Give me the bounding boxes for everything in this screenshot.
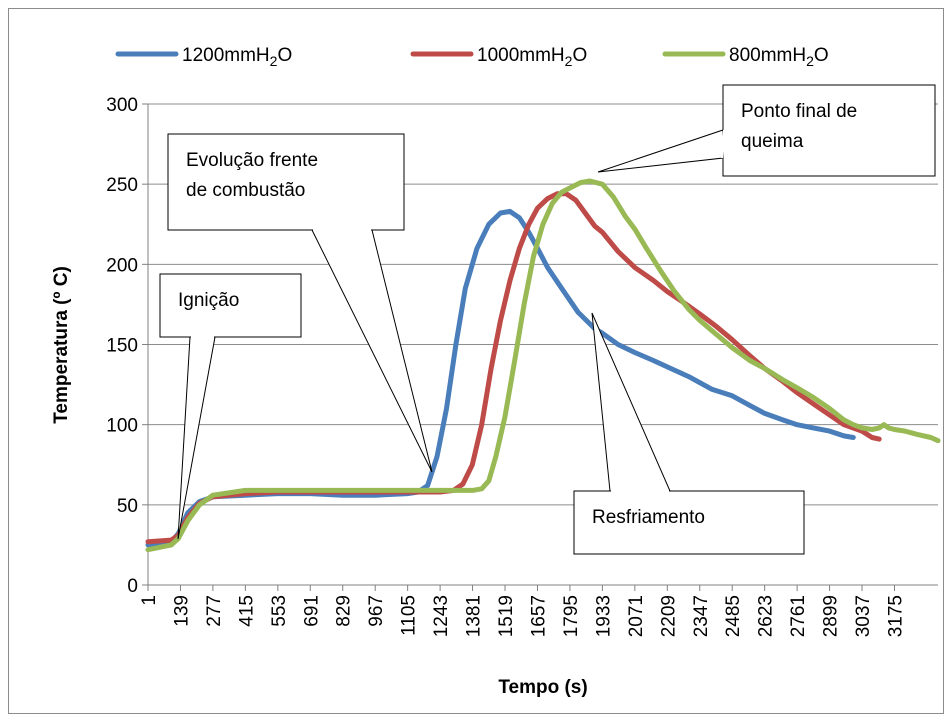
x-tick-label: 2485 bbox=[723, 595, 744, 637]
y-tick-label: 150 bbox=[106, 336, 138, 357]
callout-pointer-resfriamento bbox=[591, 312, 671, 492]
x-tick-label: 2347 bbox=[691, 595, 712, 637]
callout-box-ignicao bbox=[159, 273, 302, 338]
x-tick-label: 1243 bbox=[431, 595, 452, 637]
x-tick-label: 967 bbox=[366, 595, 387, 627]
callout-label-resfriamento: Resfriamento bbox=[592, 507, 705, 528]
x-tick-label: 3037 bbox=[853, 595, 874, 637]
y-tick-label: 100 bbox=[106, 416, 138, 437]
x-tick-label: 2623 bbox=[756, 595, 777, 637]
x-tick-label: 415 bbox=[236, 595, 257, 627]
x-tick-label: 139 bbox=[171, 595, 192, 627]
callout-box-evolucao bbox=[167, 133, 405, 231]
y-tick-label: 50 bbox=[117, 496, 138, 517]
callout-seam-ponto-final bbox=[721, 129, 725, 159]
callout-pointer-ponto-final bbox=[597, 129, 724, 173]
callout-label-ponto-final: Ponto final de bbox=[741, 101, 857, 122]
x-tick-label: 1105 bbox=[399, 595, 420, 636]
y-tick-label: 300 bbox=[106, 95, 138, 116]
x-tick-label: 691 bbox=[301, 595, 322, 627]
y-tick-label: 200 bbox=[106, 255, 138, 276]
x-tick-label: 1519 bbox=[496, 595, 517, 637]
x-tick-label: 1657 bbox=[528, 595, 549, 637]
x-tick-label: 2209 bbox=[658, 595, 679, 637]
x-tick-label: 277 bbox=[204, 595, 225, 627]
x-tick-label: 553 bbox=[269, 595, 290, 627]
x-tick-label: 829 bbox=[334, 595, 355, 627]
x-tick-label: 2899 bbox=[821, 595, 842, 637]
callout-label-evolucao: Evolução frente bbox=[186, 150, 318, 171]
x-tick-label: 1 bbox=[139, 595, 160, 606]
x-tick-label: 2761 bbox=[788, 595, 809, 637]
y-axis-title: Temperatura (º C) bbox=[51, 266, 72, 424]
series-line-3 bbox=[145, 178, 941, 553]
callout-label-ignicao: Ignição bbox=[178, 290, 239, 311]
callout-box-resfriamento bbox=[573, 490, 805, 555]
callout-label-evolucao: de combustão bbox=[186, 180, 305, 201]
x-axis-title: Tempo (s) bbox=[498, 677, 587, 698]
x-tick-label: 1933 bbox=[593, 595, 614, 637]
callout-label-ponto-final: queima bbox=[741, 131, 804, 152]
y-tick-label: 250 bbox=[106, 175, 138, 196]
y-tick-label: 0 bbox=[127, 576, 138, 597]
x-tick-label: 2071 bbox=[626, 595, 647, 637]
legend-label-3: 800mmH2O bbox=[729, 45, 829, 69]
callout-pointer-evolucao bbox=[311, 229, 433, 473]
x-tick-label: 1381 bbox=[464, 595, 485, 637]
legend-label-2: 1000mmH2O bbox=[477, 45, 587, 69]
x-tick-label: 3175 bbox=[885, 595, 906, 637]
callout-box-ponto-final bbox=[722, 84, 936, 177]
x-tick-label: 1795 bbox=[561, 595, 582, 637]
legend-label-1: 1200mmH2O bbox=[182, 45, 292, 69]
